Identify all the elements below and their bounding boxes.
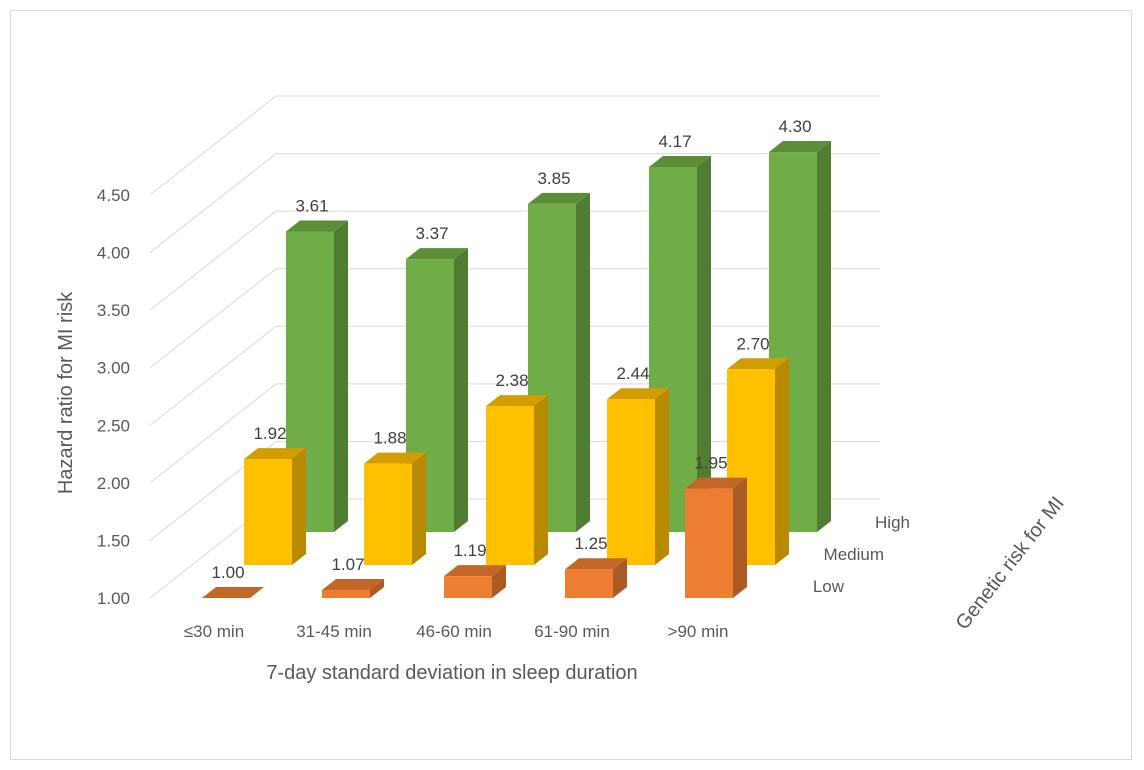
bar-top — [685, 477, 747, 489]
bar-side — [454, 248, 468, 532]
data-label: 1.88 — [373, 429, 406, 448]
data-label: 1.07 — [331, 555, 364, 574]
bar-medium-2 — [486, 395, 548, 565]
bar-front — [565, 569, 613, 598]
data-label: 2.70 — [736, 334, 769, 353]
y-tick-label: 3.50 — [97, 301, 130, 320]
bar-front — [607, 399, 655, 565]
x-axis-ticks: ≤30 min 31-45 min 46-60 min 61-90 min >90 mi… — [184, 622, 729, 641]
bar-front — [486, 406, 534, 565]
bar-top — [406, 248, 468, 260]
bar-medium-4 — [727, 358, 789, 565]
bar-side — [697, 155, 711, 533]
bar-top — [565, 558, 627, 570]
depth-axis-ticks: Low Medium High — [813, 513, 910, 596]
bar-low-4 — [685, 477, 747, 598]
data-label: 2.38 — [495, 371, 528, 390]
bar-low-0 — [202, 587, 264, 598]
bar-side — [775, 358, 789, 565]
gridline-side — [149, 383, 277, 484]
x-tick-label: >90 min — [668, 622, 729, 641]
bar-side — [534, 395, 548, 565]
bar-side — [292, 448, 306, 565]
bar-top — [649, 155, 711, 167]
data-labels: 3.61 3.37 3.85 4.17 4.30 1.92 1.88 2.38 2.44 2.70… — [211, 117, 811, 582]
bar-top — [486, 395, 548, 407]
y-axis-title: Hazard ratio for MI risk — [55, 291, 77, 494]
bar-side — [492, 565, 506, 598]
depth-tick-label: Low — [813, 577, 845, 596]
x-tick-label: 46-60 min — [416, 622, 492, 641]
bar-top — [528, 192, 590, 204]
data-label: 2.44 — [616, 364, 649, 383]
x-axis-title: 7-day standard deviation in sleep durati… — [266, 662, 637, 684]
gridline-side — [149, 325, 277, 426]
gridline-side — [149, 153, 277, 253]
x-tick-label: ≤30 min — [184, 622, 244, 641]
depth-axis-title: Genetic risk for MI — [952, 493, 1069, 634]
bar-front — [244, 459, 292, 565]
bar-front — [685, 488, 733, 598]
bar-top — [322, 578, 384, 590]
bar-top — [244, 448, 306, 460]
gridline-side — [149, 95, 277, 196]
y-tick-label: 1.00 — [97, 589, 130, 608]
bar-low-2 — [444, 565, 506, 598]
bar-front — [322, 589, 370, 598]
bar-side — [613, 558, 627, 598]
bar-top — [769, 141, 831, 153]
x-tick-label: 31-45 min — [296, 622, 372, 641]
bar-top — [444, 565, 506, 577]
y-tick-label: 1.50 — [97, 531, 130, 550]
bar-low-1 — [322, 578, 384, 598]
bar-top — [364, 452, 426, 464]
data-label: 1.00 — [211, 563, 244, 582]
bar-side — [334, 220, 348, 532]
y-axis-ticks: 1.00 1.50 2.00 2.50 3.00 3.50 4.00 4.50 — [97, 186, 130, 608]
y-tick-label: 4.50 — [97, 186, 130, 205]
bar-front — [444, 576, 492, 598]
bar-side — [655, 388, 669, 565]
bars — [202, 141, 831, 598]
data-label: 1.19 — [453, 541, 486, 560]
y-tick-label: 3.00 — [97, 359, 130, 378]
data-label: 1.95 — [694, 454, 727, 473]
gridline-side — [149, 268, 277, 369]
data-label: 3.61 — [295, 196, 328, 215]
data-label: 3.37 — [415, 224, 448, 243]
bar-side — [370, 578, 384, 598]
data-label: 1.92 — [253, 424, 286, 443]
bar-top — [286, 220, 348, 232]
bar-low-3 — [565, 558, 627, 598]
bar-medium-0 — [244, 448, 306, 565]
bar-side — [817, 141, 831, 532]
bar-medium-3 — [607, 388, 669, 565]
y-tick-label: 4.00 — [97, 244, 130, 263]
x-tick-label: 61-90 min — [534, 622, 610, 641]
data-label: 3.85 — [537, 169, 570, 188]
data-label: 1.25 — [574, 534, 607, 553]
bar-high-4 — [769, 141, 831, 532]
bar-top — [607, 388, 669, 400]
bar-side — [576, 192, 590, 533]
bar-medium-1 — [364, 452, 426, 565]
y-tick-label: 2.00 — [97, 474, 130, 493]
depth-tick-label: High — [875, 513, 910, 532]
y-tick-label: 2.50 — [97, 416, 130, 435]
bar-front — [364, 463, 412, 565]
bar-side — [412, 452, 426, 565]
data-label: 4.17 — [658, 132, 691, 151]
gridline-side — [149, 210, 277, 311]
data-label: 4.30 — [778, 117, 811, 136]
depth-tick-label: Medium — [824, 545, 884, 564]
bar-top — [202, 587, 264, 598]
bar-top — [727, 358, 789, 370]
bar-side — [733, 477, 747, 598]
